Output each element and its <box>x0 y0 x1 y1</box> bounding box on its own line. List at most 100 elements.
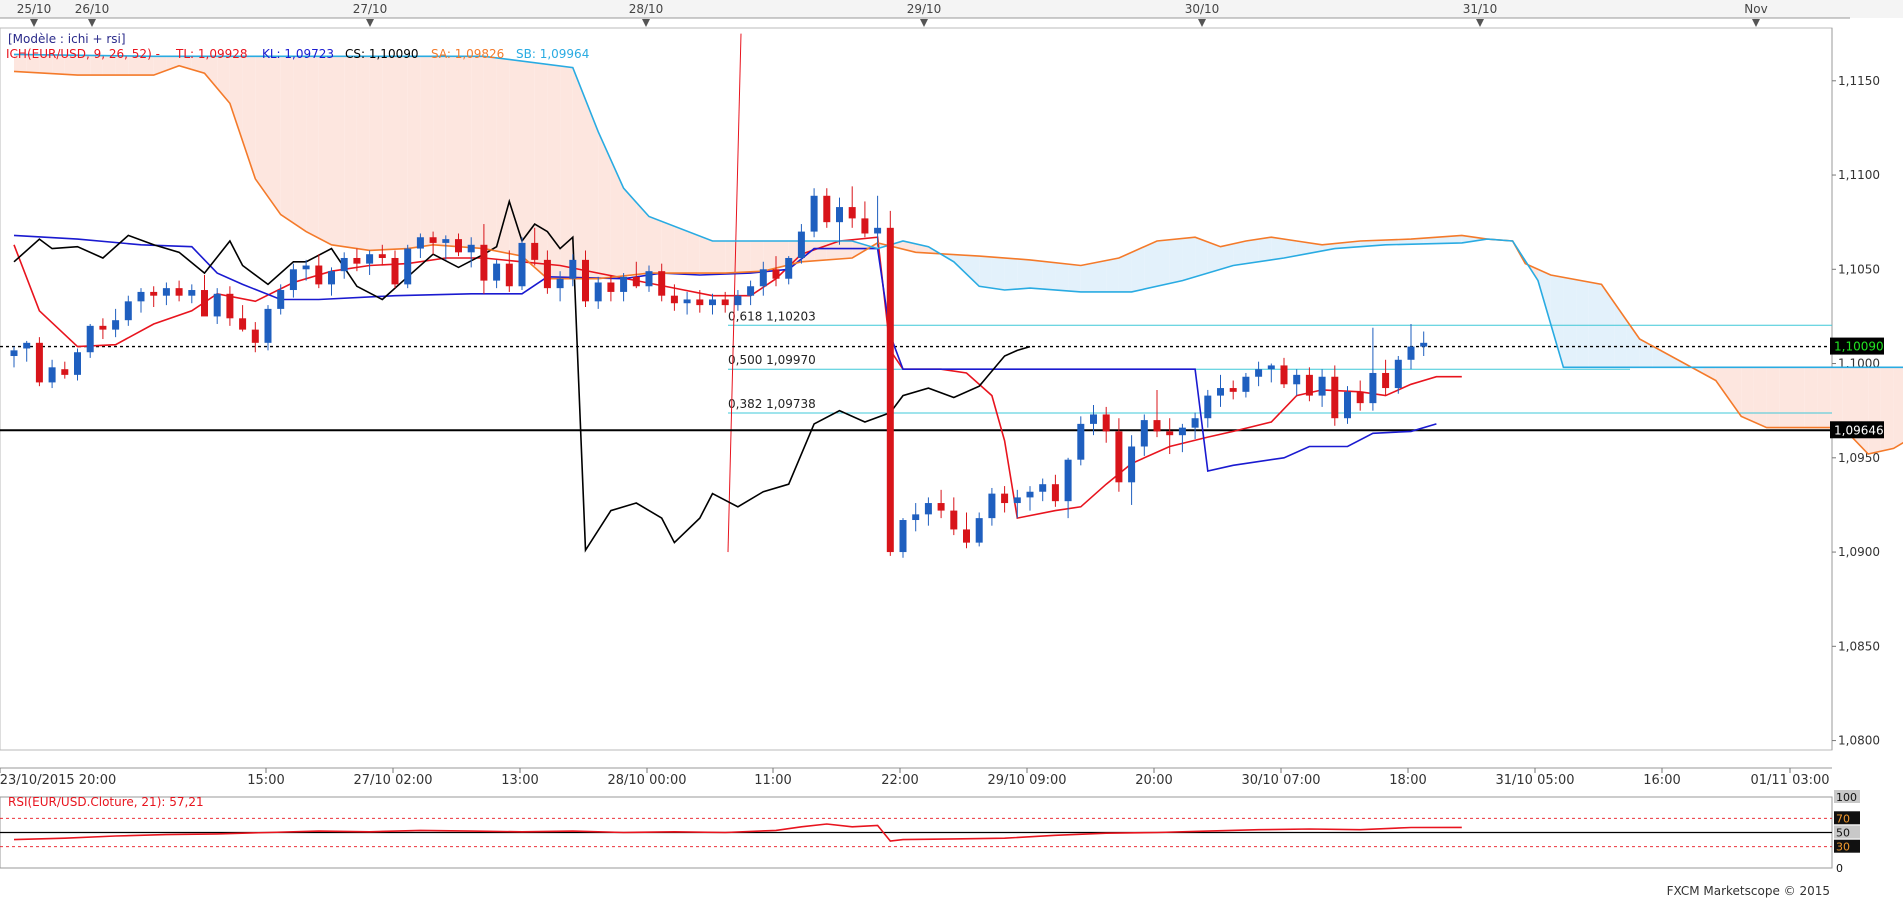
candle-body[interactable] <box>823 195 831 223</box>
candle-body[interactable] <box>137 291 145 302</box>
candle-body[interactable] <box>328 271 335 285</box>
candle-body[interactable] <box>594 282 602 302</box>
candle-body[interactable] <box>734 295 742 306</box>
candle-body[interactable] <box>1128 446 1136 483</box>
candle-body[interactable] <box>556 278 564 289</box>
candle-body[interactable] <box>226 293 234 319</box>
candle-body[interactable] <box>277 290 285 309</box>
candle-body[interactable] <box>1382 372 1390 389</box>
candle-body[interactable] <box>289 269 297 291</box>
candle-body[interactable] <box>1204 395 1212 419</box>
candle-body[interactable] <box>48 367 56 383</box>
candle-body[interactable] <box>683 299 691 304</box>
candle-body[interactable] <box>1013 497 1021 504</box>
candle-body[interactable] <box>378 254 386 258</box>
candle-body[interactable] <box>505 263 513 287</box>
candle-body[interactable] <box>1318 376 1326 396</box>
candle-body[interactable] <box>1191 418 1199 428</box>
candle-body[interactable] <box>99 325 107 330</box>
candle-body[interactable] <box>1115 431 1123 483</box>
candle-body[interactable] <box>747 286 755 296</box>
candle-body[interactable] <box>315 265 323 285</box>
candle-body[interactable] <box>785 257 793 279</box>
candle-body[interactable] <box>251 329 259 343</box>
candle-body[interactable] <box>1229 388 1237 392</box>
candle-body[interactable] <box>721 299 729 306</box>
candle-body[interactable] <box>467 244 475 253</box>
candle-body[interactable] <box>124 301 132 321</box>
candle-body[interactable] <box>1153 420 1161 432</box>
candle-body[interactable] <box>1001 493 1009 504</box>
candle-body[interactable] <box>1420 342 1428 347</box>
candle-body[interactable] <box>1369 372 1377 404</box>
candle-body[interactable] <box>1051 484 1059 502</box>
candle-body[interactable] <box>797 231 805 258</box>
candle-body[interactable] <box>963 529 970 543</box>
candle-body[interactable] <box>1394 359 1402 389</box>
candle-body[interactable] <box>429 237 437 243</box>
candle-body[interactable] <box>162 288 170 296</box>
candle-body[interactable] <box>696 299 704 306</box>
candle-body[interactable] <box>1090 414 1097 424</box>
candle-body[interactable] <box>670 295 678 304</box>
candle-body[interactable] <box>1242 376 1250 392</box>
candle-body[interactable] <box>61 369 69 375</box>
candle-body[interactable] <box>582 259 589 302</box>
candle-body[interactable] <box>1331 376 1339 419</box>
candle-body[interactable] <box>86 325 94 353</box>
candle-body[interactable] <box>264 308 272 343</box>
candle-body[interactable] <box>569 259 577 279</box>
candle-body[interactable] <box>924 503 932 515</box>
candle-body[interactable] <box>416 237 424 249</box>
candle-body[interactable] <box>912 514 920 521</box>
candle-body[interactable] <box>645 271 653 287</box>
candle-body[interactable] <box>112 320 120 330</box>
candle-body[interactable] <box>366 254 374 264</box>
candle-body[interactable] <box>518 242 526 287</box>
candle-body[interactable] <box>836 207 843 223</box>
candle-body[interactable] <box>455 239 462 253</box>
candle-body[interactable] <box>543 259 551 289</box>
candle-body[interactable] <box>442 239 450 243</box>
candle-body[interactable] <box>1407 346 1415 360</box>
candle-body[interactable] <box>1344 391 1351 419</box>
candle-body[interactable] <box>1077 423 1085 460</box>
candle-body[interactable] <box>531 242 539 260</box>
candle-body[interactable] <box>975 518 983 543</box>
candle-body[interactable] <box>74 352 81 375</box>
candle-body[interactable] <box>1178 427 1186 436</box>
candle-body[interactable] <box>874 227 882 234</box>
candle-body[interactable] <box>213 293 221 317</box>
candle-body[interactable] <box>340 257 348 272</box>
candle-body[interactable] <box>480 244 488 281</box>
candle-body[interactable] <box>620 276 628 292</box>
candle-body[interactable] <box>658 271 666 296</box>
candle-body[interactable] <box>810 195 818 232</box>
candle-body[interactable] <box>353 257 361 264</box>
candle-body[interactable] <box>1255 369 1263 377</box>
candle-body[interactable] <box>1280 365 1288 385</box>
candle-body[interactable] <box>1039 484 1047 492</box>
candle-body[interactable] <box>709 299 716 306</box>
candle-body[interactable] <box>607 282 615 292</box>
candle-body[interactable] <box>1102 414 1110 432</box>
candle-body[interactable] <box>1026 491 1034 498</box>
candle-body[interactable] <box>493 263 501 281</box>
candle-body[interactable] <box>1293 374 1301 385</box>
candle-body[interactable] <box>1356 391 1364 404</box>
candle-body[interactable] <box>632 276 640 287</box>
candle-body[interactable] <box>1217 388 1224 396</box>
candle-body[interactable] <box>759 269 767 287</box>
candle-body[interactable] <box>391 257 399 285</box>
candle-body[interactable] <box>404 248 412 285</box>
candle-body[interactable] <box>302 265 310 270</box>
candle-body[interactable] <box>899 520 907 553</box>
candle-body[interactable] <box>772 269 780 279</box>
candle-body[interactable] <box>188 290 196 296</box>
candle-body[interactable] <box>950 510 958 530</box>
candle-body[interactable] <box>1140 420 1148 447</box>
candle-body[interactable] <box>23 342 31 349</box>
candle-body[interactable] <box>201 290 208 317</box>
candle-body[interactable] <box>886 227 894 553</box>
candle-body[interactable] <box>1267 365 1275 370</box>
